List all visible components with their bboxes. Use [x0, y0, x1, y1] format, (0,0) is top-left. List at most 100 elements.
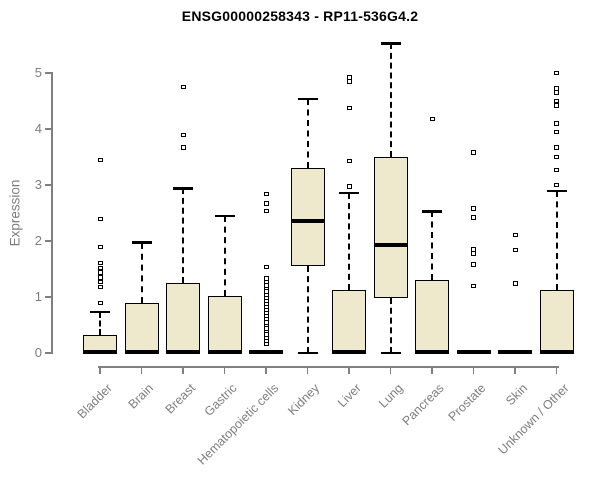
y-tick-label: 2 [34, 233, 42, 248]
whisker-cap [131, 241, 152, 244]
lower-whisker [389, 298, 392, 353]
median-line [415, 349, 449, 355]
x-tick [431, 367, 433, 374]
x-category-label-prostate: Prostate [445, 381, 489, 424]
outlier-point [97, 300, 103, 306]
upper-whisker [99, 312, 101, 335]
upper-whisker [140, 242, 143, 303]
x-tick [389, 367, 392, 374]
upper-whisker [306, 98, 309, 168]
x-tick [99, 367, 101, 374]
outlier-point [346, 75, 352, 80]
y-tick-label: 1 [34, 289, 42, 304]
upper-whisker [389, 43, 392, 157]
x-category-label-breast: Breast [162, 381, 198, 417]
x-tick [555, 367, 558, 374]
median-line [124, 349, 159, 355]
outlier-point [346, 184, 352, 189]
y-tick [44, 128, 51, 130]
outlier-point [554, 154, 559, 160]
outlier-point [471, 150, 476, 155]
box-liver [332, 289, 366, 353]
outlier-point [512, 281, 518, 286]
outlier-point [429, 116, 435, 122]
median-line [456, 349, 491, 355]
median-line [539, 349, 574, 355]
outlier-point [97, 157, 103, 163]
y-tick [44, 72, 51, 74]
whisker-cap [90, 310, 110, 314]
upper-whisker [348, 192, 350, 290]
outlier-point [263, 191, 269, 197]
x-category-label-hematopoietic-cells: Hematopoietic cells [194, 381, 281, 468]
y-tick-label: 0 [34, 345, 42, 360]
outlier-point [346, 79, 352, 84]
whisker-cap [297, 97, 318, 100]
median-line [207, 349, 242, 355]
outlier-point [97, 260, 103, 266]
outlier-point [471, 262, 476, 267]
outlier-point [263, 276, 269, 281]
x-tick [514, 367, 516, 374]
outlier-point [97, 284, 103, 290]
box-unknown-other [539, 289, 574, 353]
outlier-point [554, 103, 559, 108]
outlier-point [554, 121, 559, 126]
whisker-cap [214, 214, 235, 218]
x-tick [348, 367, 350, 374]
y-tick-label: 3 [34, 177, 42, 192]
outlier-point [346, 105, 352, 111]
median-line [249, 349, 283, 355]
outlier-point [554, 70, 559, 76]
x-category-label-skin: Skin [502, 381, 530, 409]
box-brain [124, 302, 159, 353]
median-line [332, 349, 366, 355]
outlier-point [346, 158, 352, 164]
box-breast [166, 283, 200, 353]
box-gastric [207, 295, 242, 353]
outlier-point [471, 251, 476, 256]
outlier-point [471, 206, 476, 211]
whisker-cap [546, 189, 567, 193]
outlier-point [97, 216, 103, 222]
box-pancreas [415, 280, 449, 353]
outlier-point [97, 265, 103, 271]
outlier-point [554, 98, 559, 104]
whisker-cap [173, 187, 193, 190]
y-tick [44, 296, 51, 298]
upper-whisker [431, 211, 433, 281]
x-category-label-lung: Lung [375, 381, 406, 411]
x-category-label-pancreas: Pancreas [399, 381, 447, 429]
x-category-label-gastric: Gastric [201, 381, 240, 419]
median-line [373, 242, 408, 248]
x-tick [140, 367, 143, 374]
y-tick [44, 184, 51, 186]
outlier-point [97, 275, 103, 280]
x-tick [306, 367, 309, 374]
box-kidney [290, 167, 325, 267]
upper-whisker [555, 191, 558, 290]
x-category-label-liver: Liver [334, 381, 364, 411]
outlier-point [180, 84, 186, 90]
whisker-cap [297, 351, 318, 355]
x-tick [223, 367, 226, 374]
y-axis-line [51, 72, 53, 354]
upper-whisker [182, 188, 184, 283]
outlier-point [512, 247, 518, 253]
chart-title: ENSG00000258343 - RP11-536G4.2 [181, 8, 419, 24]
y-tick-label: 4 [34, 121, 42, 136]
whisker-cap [380, 42, 401, 45]
x-tick [265, 367, 267, 374]
box-lung [373, 157, 408, 299]
x-category-label-brain: Brain [125, 381, 157, 412]
y-tick-label: 5 [34, 65, 42, 80]
outlier-point [263, 264, 269, 270]
median-line [498, 349, 532, 355]
x-category-label-kidney: Kidney [285, 381, 323, 418]
outlier-point [97, 244, 103, 250]
outlier-point [554, 90, 559, 95]
x-tick [472, 367, 475, 374]
outlier-point [554, 167, 559, 173]
outlier-point [180, 132, 186, 138]
